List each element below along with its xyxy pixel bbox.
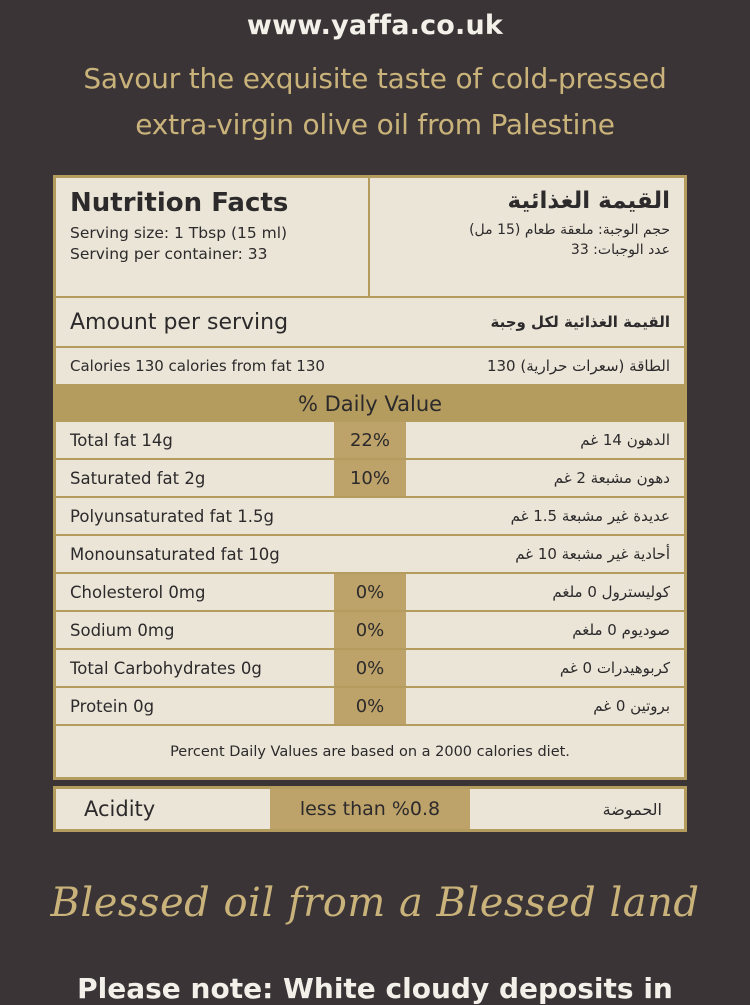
acidity-label-ar: الحموضة [602,799,662,819]
slogan-text: Blessed oil from a Blessed land [50,880,700,926]
nutrient-row: Total Carbohydrates 0g 0% كربوهيدرات 0 غم [56,650,684,688]
nutrient-name-ar: دهون مشبعة 2 غم [553,469,670,487]
serving-size-ar: حجم الوجبة: ملعقة طعام (15 مل) [469,222,670,238]
nutrient-name-en: Polyunsaturated fat 1.5g [70,506,274,526]
nutrient-name-ar: الدهون 14 غم [580,431,670,449]
nutrient-row: Total fat 14g 22% الدهون 14 غم [56,422,684,460]
acidity-label-en: Acidity [84,797,156,821]
nutrient-name-ar: بروتين 0 غم [593,697,670,715]
nutrient-daily-value [334,498,406,534]
nutrient-name-en: Total Carbohydrates 0g [70,658,262,678]
amount-per-serving-row: Amount per serving القيمة الغذائية لكل و… [56,298,684,348]
servings-per-container-en: Serving per container: 33 [70,245,268,263]
nutrient-row: Protein 0g 0% بروتين 0 غم [56,688,684,726]
nutrient-name-en: Protein 0g [70,696,155,716]
daily-value-header: % Daily Value [56,386,684,422]
nutrient-name-en: Total fat 14g [70,430,173,450]
nutrient-daily-value: 0% [334,574,406,610]
acidity-value: less than %0.8 [270,789,470,829]
calories-ar: الطاقة (سعرات حرارية) 130 [486,357,670,375]
tagline-line-2: extra-virgin olive oil from Palestine [135,108,615,141]
nutrient-daily-value: 0% [334,650,406,686]
storage-note-text: Please note: White cloudy deposits in [77,972,673,1005]
acidity-panel: Acidity less than %0.8 الحموضة [53,786,687,832]
nutrient-row: Monounsaturated fat 10g أحادية غير مشبعة … [56,536,684,574]
nutrient-row: Sodium 0mg 0% صوديوم 0 ملغم [56,612,684,650]
url-text: www.yaffa.co.uk [246,10,504,41]
nutrition-title-en: Nutrition Facts [70,188,289,218]
calories-en: Calories 130 calories from fat 130 [70,357,325,375]
nutrient-name-ar: كربوهيدرات 0 غم [559,659,670,677]
footnote-row: Percent Daily Values are based on a 2000… [56,726,684,777]
nutrient-row: Polyunsaturated fat 1.5g عديدة غير مشبعة … [56,498,684,536]
nutrient-row: Saturated fat 2g 10% دهون مشبعة 2 غم [56,460,684,498]
nutrient-name-ar: عديدة غير مشبعة 1.5 غم [510,507,670,525]
nutrient-daily-value: 10% [334,460,406,496]
nutrient-name-en: Monounsaturated fat 10g [70,544,280,564]
nutrient-daily-value [334,536,406,572]
nutrient-daily-value: 22% [334,422,406,458]
nutrient-daily-value: 0% [334,612,406,648]
nutrient-daily-value: 0% [334,688,406,724]
nutrient-name-ar: أحادية غير مشبعة 10 غم [515,545,670,563]
amount-per-serving-ar: القيمة الغذائية لكل وجبة [490,313,670,331]
nutrition-facts-panel: Nutrition Facts Serving size: 1 Tbsp (15… [53,175,687,780]
calories-row: Calories 130 calories from fat 130 الطاق… [56,348,684,386]
daily-value-header-row: % Daily Value [56,386,684,422]
nutrient-row: Cholesterol 0mg 0% كوليسترول 0 ملغم [56,574,684,612]
amount-per-serving-en: Amount per serving [70,309,289,335]
servings-per-container-ar: عدد الوجبات: 33 [570,242,670,258]
serving-size-en: Serving size: 1 Tbsp (15 ml) [70,224,288,242]
nutrient-name-ar: كوليسترول 0 ملغم [552,583,670,601]
nutrient-name-en: Cholesterol 0mg [70,582,206,602]
footnote-text: Percent Daily Values are based on a 2000… [170,743,570,760]
nutrient-name-ar: صوديوم 0 ملغم [572,621,670,639]
nutrition-header-row: Nutrition Facts Serving size: 1 Tbsp (15… [56,178,684,298]
tagline-line-1: Savour the exquisite taste of cold-press… [83,62,667,95]
nutrient-name-en: Saturated fat 2g [70,468,206,488]
nutrient-name-en: Sodium 0mg [70,620,175,640]
nutrition-title-ar: القيمة الغذائية [507,188,670,214]
